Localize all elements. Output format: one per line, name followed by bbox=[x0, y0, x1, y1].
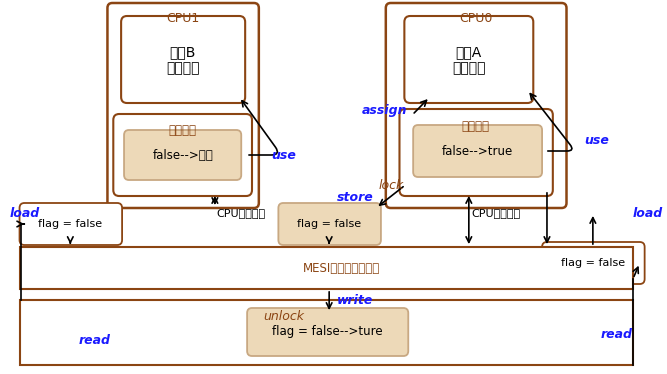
FancyBboxPatch shape bbox=[386, 3, 566, 208]
Text: store: store bbox=[337, 190, 374, 203]
FancyBboxPatch shape bbox=[278, 203, 381, 245]
FancyBboxPatch shape bbox=[107, 3, 259, 208]
Text: false-->失效: false-->失效 bbox=[152, 148, 213, 162]
Text: 线程B: 线程B bbox=[169, 45, 196, 59]
Text: use: use bbox=[271, 148, 296, 162]
FancyBboxPatch shape bbox=[400, 109, 553, 196]
FancyBboxPatch shape bbox=[413, 125, 542, 177]
Text: lock: lock bbox=[378, 178, 404, 191]
Text: use: use bbox=[584, 134, 609, 147]
Text: 执行引擎: 执行引擎 bbox=[452, 61, 486, 75]
FancyBboxPatch shape bbox=[19, 203, 122, 245]
Text: 工作内存: 工作内存 bbox=[169, 123, 197, 137]
Text: load: load bbox=[633, 206, 663, 220]
Text: assign: assign bbox=[362, 104, 407, 116]
Text: flag = false-->ture: flag = false-->ture bbox=[272, 325, 382, 338]
Text: false-->true: false-->true bbox=[442, 144, 513, 157]
Text: flag = false: flag = false bbox=[38, 219, 103, 229]
Text: flag = false: flag = false bbox=[297, 219, 362, 229]
Text: write: write bbox=[337, 294, 374, 307]
Text: load: load bbox=[10, 206, 40, 220]
FancyBboxPatch shape bbox=[542, 242, 644, 284]
FancyBboxPatch shape bbox=[404, 16, 534, 103]
FancyBboxPatch shape bbox=[121, 16, 245, 103]
Text: read: read bbox=[601, 328, 633, 341]
Text: CPU1: CPU1 bbox=[166, 12, 199, 25]
Bar bbox=[19, 300, 633, 365]
Text: CPU总线嗅探: CPU总线嗅探 bbox=[472, 208, 521, 218]
Bar bbox=[19, 247, 633, 289]
Text: MESI缓存一致性协议: MESI缓存一致性协议 bbox=[303, 261, 380, 275]
Text: 线程A: 线程A bbox=[456, 45, 482, 59]
FancyBboxPatch shape bbox=[247, 308, 408, 356]
FancyBboxPatch shape bbox=[124, 130, 241, 180]
Text: 工作内存: 工作内存 bbox=[462, 120, 490, 132]
Text: read: read bbox=[78, 334, 110, 346]
Text: CPU总线嗅探: CPU总线嗅探 bbox=[217, 208, 266, 218]
Text: CPU0: CPU0 bbox=[459, 12, 492, 25]
FancyBboxPatch shape bbox=[113, 114, 252, 196]
Text: 执行引擎: 执行引擎 bbox=[166, 61, 199, 75]
Text: flag = false: flag = false bbox=[561, 258, 625, 268]
Text: unlock: unlock bbox=[263, 310, 305, 322]
